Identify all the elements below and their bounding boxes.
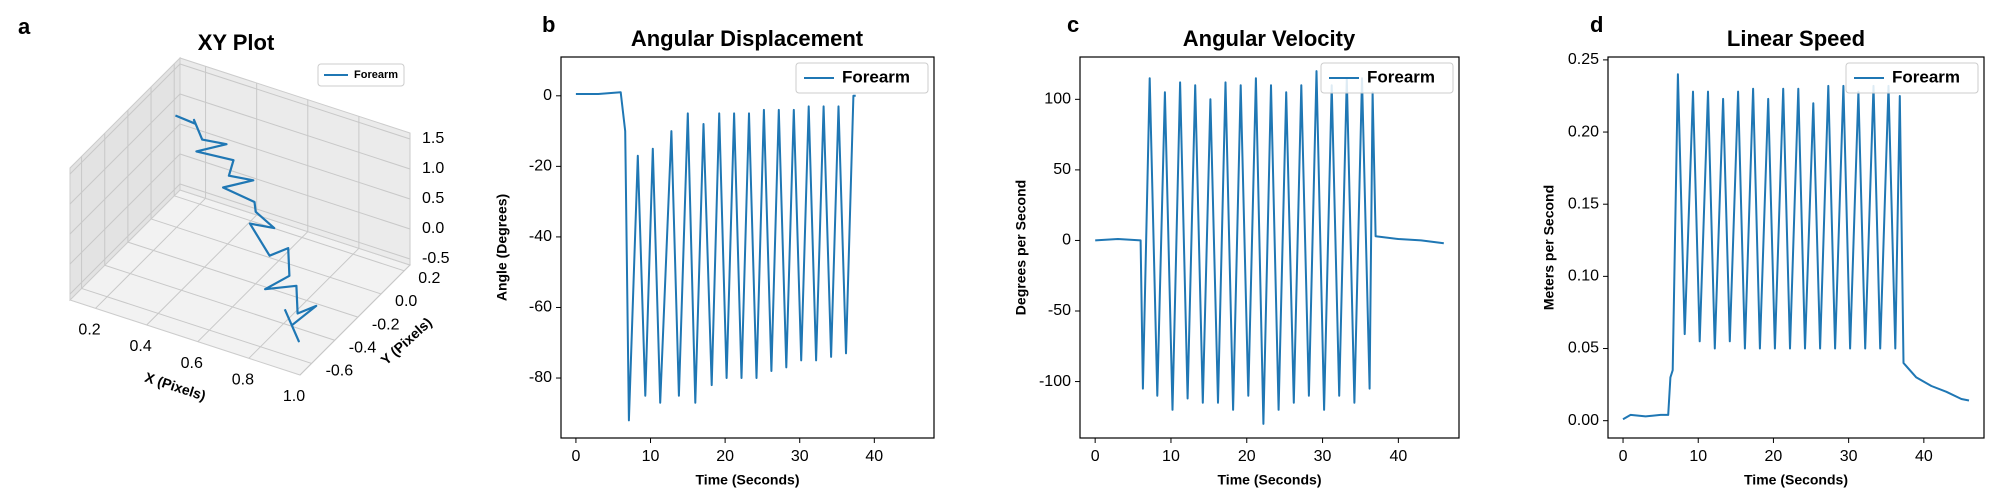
x-tick-label: 10 — [642, 448, 660, 465]
legend-box — [317, 63, 405, 87]
grid-line — [179, 153, 411, 230]
y-tick-label: 0.0 — [395, 293, 417, 310]
legend-box — [1845, 62, 1979, 94]
grid-line — [150, 218, 382, 295]
y-tick-label: 0.2 — [418, 270, 440, 287]
x-tick-label: 20 — [1765, 448, 1783, 465]
x-tick-label: 0.8 — [232, 372, 254, 389]
grid-line — [179, 123, 411, 200]
x-tick-label: 0.6 — [181, 355, 203, 372]
y-tick-label: 0.20 — [1568, 123, 1599, 140]
grid-line — [197, 231, 309, 343]
y-tick-label: -80 — [529, 369, 552, 386]
legend-box — [1320, 62, 1454, 94]
x-axis-label: Time (Seconds) — [1218, 472, 1322, 488]
chart-title: Linear Speed — [1727, 26, 1865, 51]
grid-line — [179, 63, 411, 140]
chart-title: XY Plot — [198, 30, 275, 55]
x-tick-label: 20 — [716, 448, 734, 465]
y-axis-label: Degrees per Second — [1013, 180, 1029, 315]
z-tick-label: 1.0 — [422, 160, 444, 177]
z-tick-label: 0.5 — [422, 190, 444, 207]
chart-title: Angular Displacement — [631, 26, 864, 51]
z-tick-label: 1.5 — [422, 130, 444, 147]
y-tick-label: -20 — [529, 158, 552, 175]
x-tick-label: 10 — [1162, 448, 1180, 465]
legend-label: Forearm — [842, 67, 910, 86]
data-line — [1622, 73, 1970, 421]
x-tick-label: 0 — [571, 448, 580, 465]
x-tick-label: 0.2 — [78, 322, 100, 339]
legend-label: Forearm — [1367, 67, 1435, 86]
panel-label: a — [18, 14, 31, 39]
grid-line — [104, 264, 335, 341]
grid-line — [146, 214, 258, 326]
x-tick-label: 10 — [1689, 448, 1707, 465]
x-tick-label: 1.0 — [283, 388, 305, 405]
y-tick-label: 100 — [1044, 91, 1071, 108]
y-tick-label: -0.2 — [372, 316, 400, 333]
y-tick-label: -0.6 — [326, 363, 354, 380]
grid-line — [95, 197, 206, 309]
grid-line — [69, 183, 181, 295]
x-tick-label: 30 — [1314, 448, 1332, 465]
y-tick-label: 0.00 — [1568, 412, 1599, 429]
y-axis-label: Angle (Degrees) — [494, 194, 510, 301]
y-tick-label: -60 — [529, 299, 552, 316]
y-tick-label: -40 — [529, 228, 552, 245]
y-tick-label: -50 — [1048, 302, 1071, 319]
data-line-3d — [174, 114, 318, 343]
legend-label: Forearm — [1892, 67, 1960, 86]
y-tick-label: -0.4 — [349, 339, 377, 356]
x-axis-label: Time (Seconds) — [1744, 472, 1848, 488]
panel-label: c — [1067, 12, 1079, 37]
y-tick-label: 0 — [543, 87, 552, 104]
grid-line — [174, 195, 405, 272]
y-tick-label: 0 — [1062, 232, 1071, 249]
y-tick-label: 0.10 — [1568, 268, 1599, 285]
x-tick-label: 40 — [1915, 448, 1933, 465]
x-tick-label: 30 — [1840, 448, 1858, 465]
legend-label: Forearm — [354, 69, 398, 81]
panel-label: d — [1590, 12, 1603, 37]
y-axis-label: Meters per Second — [1541, 185, 1557, 310]
grid-line — [179, 93, 411, 170]
x-axis-label: Time (Seconds) — [696, 472, 800, 488]
grid-line — [299, 264, 411, 376]
chart-title: Angular Velocity — [1183, 26, 1356, 51]
y-tick-label: 0.15 — [1568, 195, 1599, 212]
y-tick-label: 50 — [1053, 161, 1071, 178]
axes-frame — [1079, 56, 1460, 439]
grid-line — [127, 241, 359, 318]
x-tick-label: 30 — [791, 448, 809, 465]
data-line — [1095, 70, 1444, 425]
grid-line — [248, 247, 360, 359]
x-tick-label: 0 — [1619, 448, 1628, 465]
grid-line — [179, 183, 411, 260]
y-tick-label: 0.05 — [1568, 340, 1599, 357]
axes-frame — [560, 56, 935, 439]
panel-label: b — [542, 12, 555, 37]
y-tick-label: -100 — [1039, 373, 1071, 390]
y-tick-label: 0.25 — [1568, 51, 1599, 68]
grid-line — [69, 123, 181, 235]
x-tick-label: 40 — [865, 448, 883, 465]
legend-box — [795, 62, 929, 94]
grid-line — [69, 93, 181, 205]
grid-line — [69, 63, 181, 175]
grid-line — [81, 287, 312, 364]
x-tick-label: 20 — [1238, 448, 1256, 465]
axes-frame — [1607, 56, 1985, 439]
x-tick-label: 0 — [1091, 448, 1100, 465]
x-tick-label: 0.4 — [130, 338, 152, 355]
z-tick-label: 0.0 — [422, 220, 444, 237]
data-line — [575, 91, 856, 422]
x-axis-label: X (Pixels) — [143, 369, 208, 404]
grid-line — [69, 153, 181, 265]
x-tick-label: 40 — [1389, 448, 1407, 465]
z-tick-label: -0.5 — [422, 250, 450, 267]
